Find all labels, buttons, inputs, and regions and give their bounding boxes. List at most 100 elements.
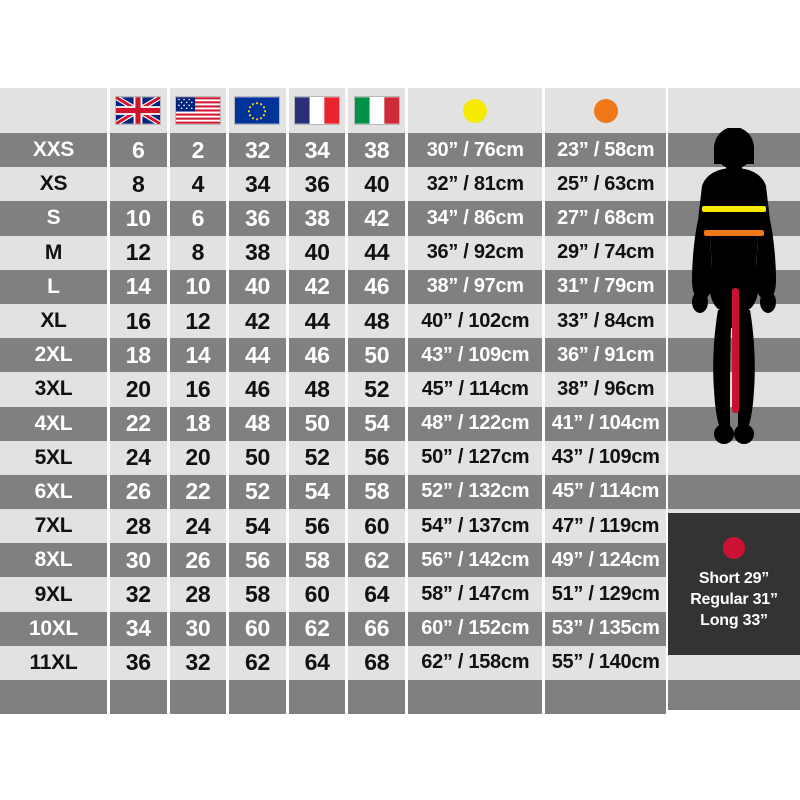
female-body-silhouette: [692, 128, 776, 444]
cell-eu: 38: [229, 235, 286, 270]
cell-us: 18: [169, 406, 227, 441]
cell-eu: 34: [229, 167, 286, 202]
cell-fr: 48: [288, 372, 346, 407]
cell-bust: 45” / 114cm: [408, 372, 543, 407]
cell-it: 56: [348, 440, 406, 475]
cell-uk: 26: [109, 474, 167, 510]
table-row: XL 16 12 42 44 48 40” / 102cm 33” / 84cm: [0, 303, 666, 339]
cell-us: 28: [169, 577, 227, 612]
header-cell-eu: [229, 88, 286, 133]
cell-waist: 36” / 91cm: [545, 338, 666, 373]
cell-uk: 6: [109, 133, 167, 168]
cell-fr: 58: [288, 543, 346, 578]
cell-waist: 51” / 129cm: [545, 577, 666, 612]
cell-fr: 36: [288, 167, 346, 202]
cell-fr: 40: [288, 235, 346, 270]
cell-size: 8XL: [0, 543, 107, 578]
cell-waist: 33” / 84cm: [545, 303, 666, 339]
table-row: XS 8 4 34 36 40 32” / 81cm 25” / 63cm: [0, 167, 666, 202]
cell-us: 10: [169, 269, 227, 304]
cell-waist: [545, 680, 666, 715]
eu-flag-icon: [235, 97, 280, 124]
cell-us: 20: [169, 440, 227, 475]
cell-size: 5XL: [0, 440, 107, 475]
cell-size: L: [0, 269, 107, 304]
cell-uk: 24: [109, 440, 167, 475]
cell-fr: 62: [288, 611, 346, 646]
cell-eu: 58: [229, 577, 286, 612]
cell-size: XXS: [0, 133, 107, 168]
cell-uk: 16: [109, 303, 167, 339]
cell-eu: 50: [229, 440, 286, 475]
cell-eu: 44: [229, 338, 286, 373]
cell-fr: 52: [288, 440, 346, 475]
cell-fr: 56: [288, 509, 346, 544]
table-row: S 10 6 36 38 42 34” / 86cm 27” / 68cm: [0, 201, 666, 236]
inseam-line: [732, 288, 739, 413]
cell-waist: 23” / 58cm: [545, 133, 666, 168]
cell-waist: 55” / 140cm: [545, 645, 666, 680]
cell-it: 58: [348, 474, 406, 510]
cell-it: 62: [348, 543, 406, 578]
cell-bust: 54” / 137cm: [408, 509, 543, 544]
cell-waist: 31” / 79cm: [545, 269, 666, 304]
figure-panel: Short 29” Regular 31” Long 33”: [668, 88, 800, 710]
cell-eu: 52: [229, 474, 286, 510]
red-dot-icon: [723, 536, 745, 559]
cell-size: 7XL: [0, 509, 107, 544]
cell-bust: 30” / 76cm: [408, 133, 543, 168]
cell-fr: 60: [288, 577, 346, 612]
cell-uk: [109, 680, 167, 715]
cell-size: 10XL: [0, 611, 107, 646]
cell-it: 44: [348, 235, 406, 270]
header-cell-bust: [408, 88, 543, 133]
cell-fr: 38: [288, 201, 346, 236]
cell-size: 2XL: [0, 338, 107, 373]
cell-waist: 38” / 96cm: [545, 372, 666, 407]
cell-fr: 44: [288, 303, 346, 339]
cell-bust: 34” / 86cm: [408, 201, 543, 236]
cell-uk: 18: [109, 338, 167, 373]
table-row: 6XL 26 22 52 54 58 52” / 132cm 45” / 114cm: [0, 474, 666, 510]
cell-bust: 43” / 109cm: [408, 338, 543, 373]
inseam-legend: Short 29” Regular 31” Long 33”: [668, 513, 800, 655]
legend-line-regular: Regular 31”: [690, 590, 778, 608]
cell-bust: 48” / 122cm: [408, 406, 543, 441]
cell-uk: 14: [109, 269, 167, 304]
cell-us: 4: [169, 167, 227, 202]
table-row: 11XL 36 32 62 64 68 62” / 158cm 55” / 140cm: [0, 645, 666, 680]
cell-bust: 50” / 127cm: [408, 440, 543, 475]
cell-it: 38: [348, 133, 406, 168]
cell-eu: 62: [229, 645, 286, 680]
cell-us: 6: [169, 201, 227, 236]
cell-bust: 58” / 147cm: [408, 577, 543, 612]
cell-waist: 45” / 114cm: [545, 474, 666, 510]
cell-it: 54: [348, 406, 406, 441]
cell-uk: 28: [109, 509, 167, 544]
cell-eu: 32: [229, 133, 286, 168]
cell-it: 42: [348, 201, 406, 236]
cell-us: 12: [169, 303, 227, 339]
cell-us: 32: [169, 645, 227, 680]
table-row: 7XL 28 24 54 56 60 54” / 137cm 47” / 119cm: [0, 509, 666, 544]
cell-waist: 27” / 68cm: [545, 201, 666, 236]
cell-eu: 42: [229, 303, 286, 339]
cell-it: 68: [348, 645, 406, 680]
cell-size: XL: [0, 303, 107, 339]
cell-fr: 50: [288, 406, 346, 441]
cell-waist: 53” / 135cm: [545, 611, 666, 646]
cell-it: [348, 680, 406, 715]
cell-it: 60: [348, 509, 406, 544]
cell-us: 26: [169, 543, 227, 578]
cell-eu: 36: [229, 201, 286, 236]
cell-uk: 32: [109, 577, 167, 612]
cell-size: [0, 680, 107, 715]
cell-size: S: [0, 201, 107, 236]
cell-waist: 43” / 109cm: [545, 440, 666, 475]
cell-waist: 47” / 119cm: [545, 509, 666, 544]
table-row: M 12 8 38 40 44 36” / 92cm 29” / 74cm: [0, 235, 666, 270]
cell-size: XS: [0, 167, 107, 202]
table-row: 2XL 18 14 44 46 50 43” / 109cm 36” / 91cm: [0, 338, 666, 373]
cell-bust: 38” / 97cm: [408, 269, 543, 304]
cell-bust: 40” / 102cm: [408, 303, 543, 339]
